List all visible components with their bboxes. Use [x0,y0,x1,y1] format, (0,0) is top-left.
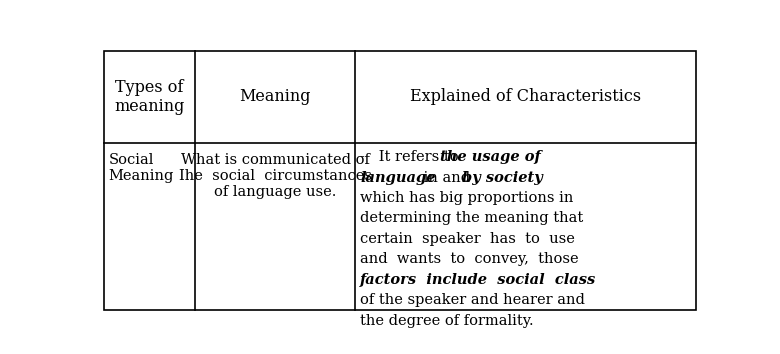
Text: Meaning: Meaning [239,88,311,105]
Text: Explained of Characteristics: Explained of Characteristics [410,88,641,105]
Text: in and: in and [419,171,474,184]
Text: by society: by society [462,171,543,184]
Text: -   It refers to: - It refers to [360,150,463,164]
Text: of the speaker and hearer and: of the speaker and hearer and [360,293,585,307]
Text: which has big proportions in: which has big proportions in [360,191,573,205]
Text: Social
Meaning: Social Meaning [108,153,174,183]
Text: and  wants  to  convey,  those: and wants to convey, those [360,252,579,266]
Text: factors  include  social  class: factors include social class [360,273,597,287]
Text: language: language [360,171,436,184]
Text: Types of
meaning: Types of meaning [114,79,185,115]
Text: certain  speaker  has  to  use: certain speaker has to use [360,232,575,246]
Text: determining the meaning that: determining the meaning that [360,211,583,225]
Text: What is communicated of
Ihe  social  circumstances
of language use.: What is communicated of Ihe social circu… [179,153,372,199]
Text: the usage of: the usage of [440,150,541,164]
Text: the degree of formality.: the degree of formality. [360,314,534,328]
